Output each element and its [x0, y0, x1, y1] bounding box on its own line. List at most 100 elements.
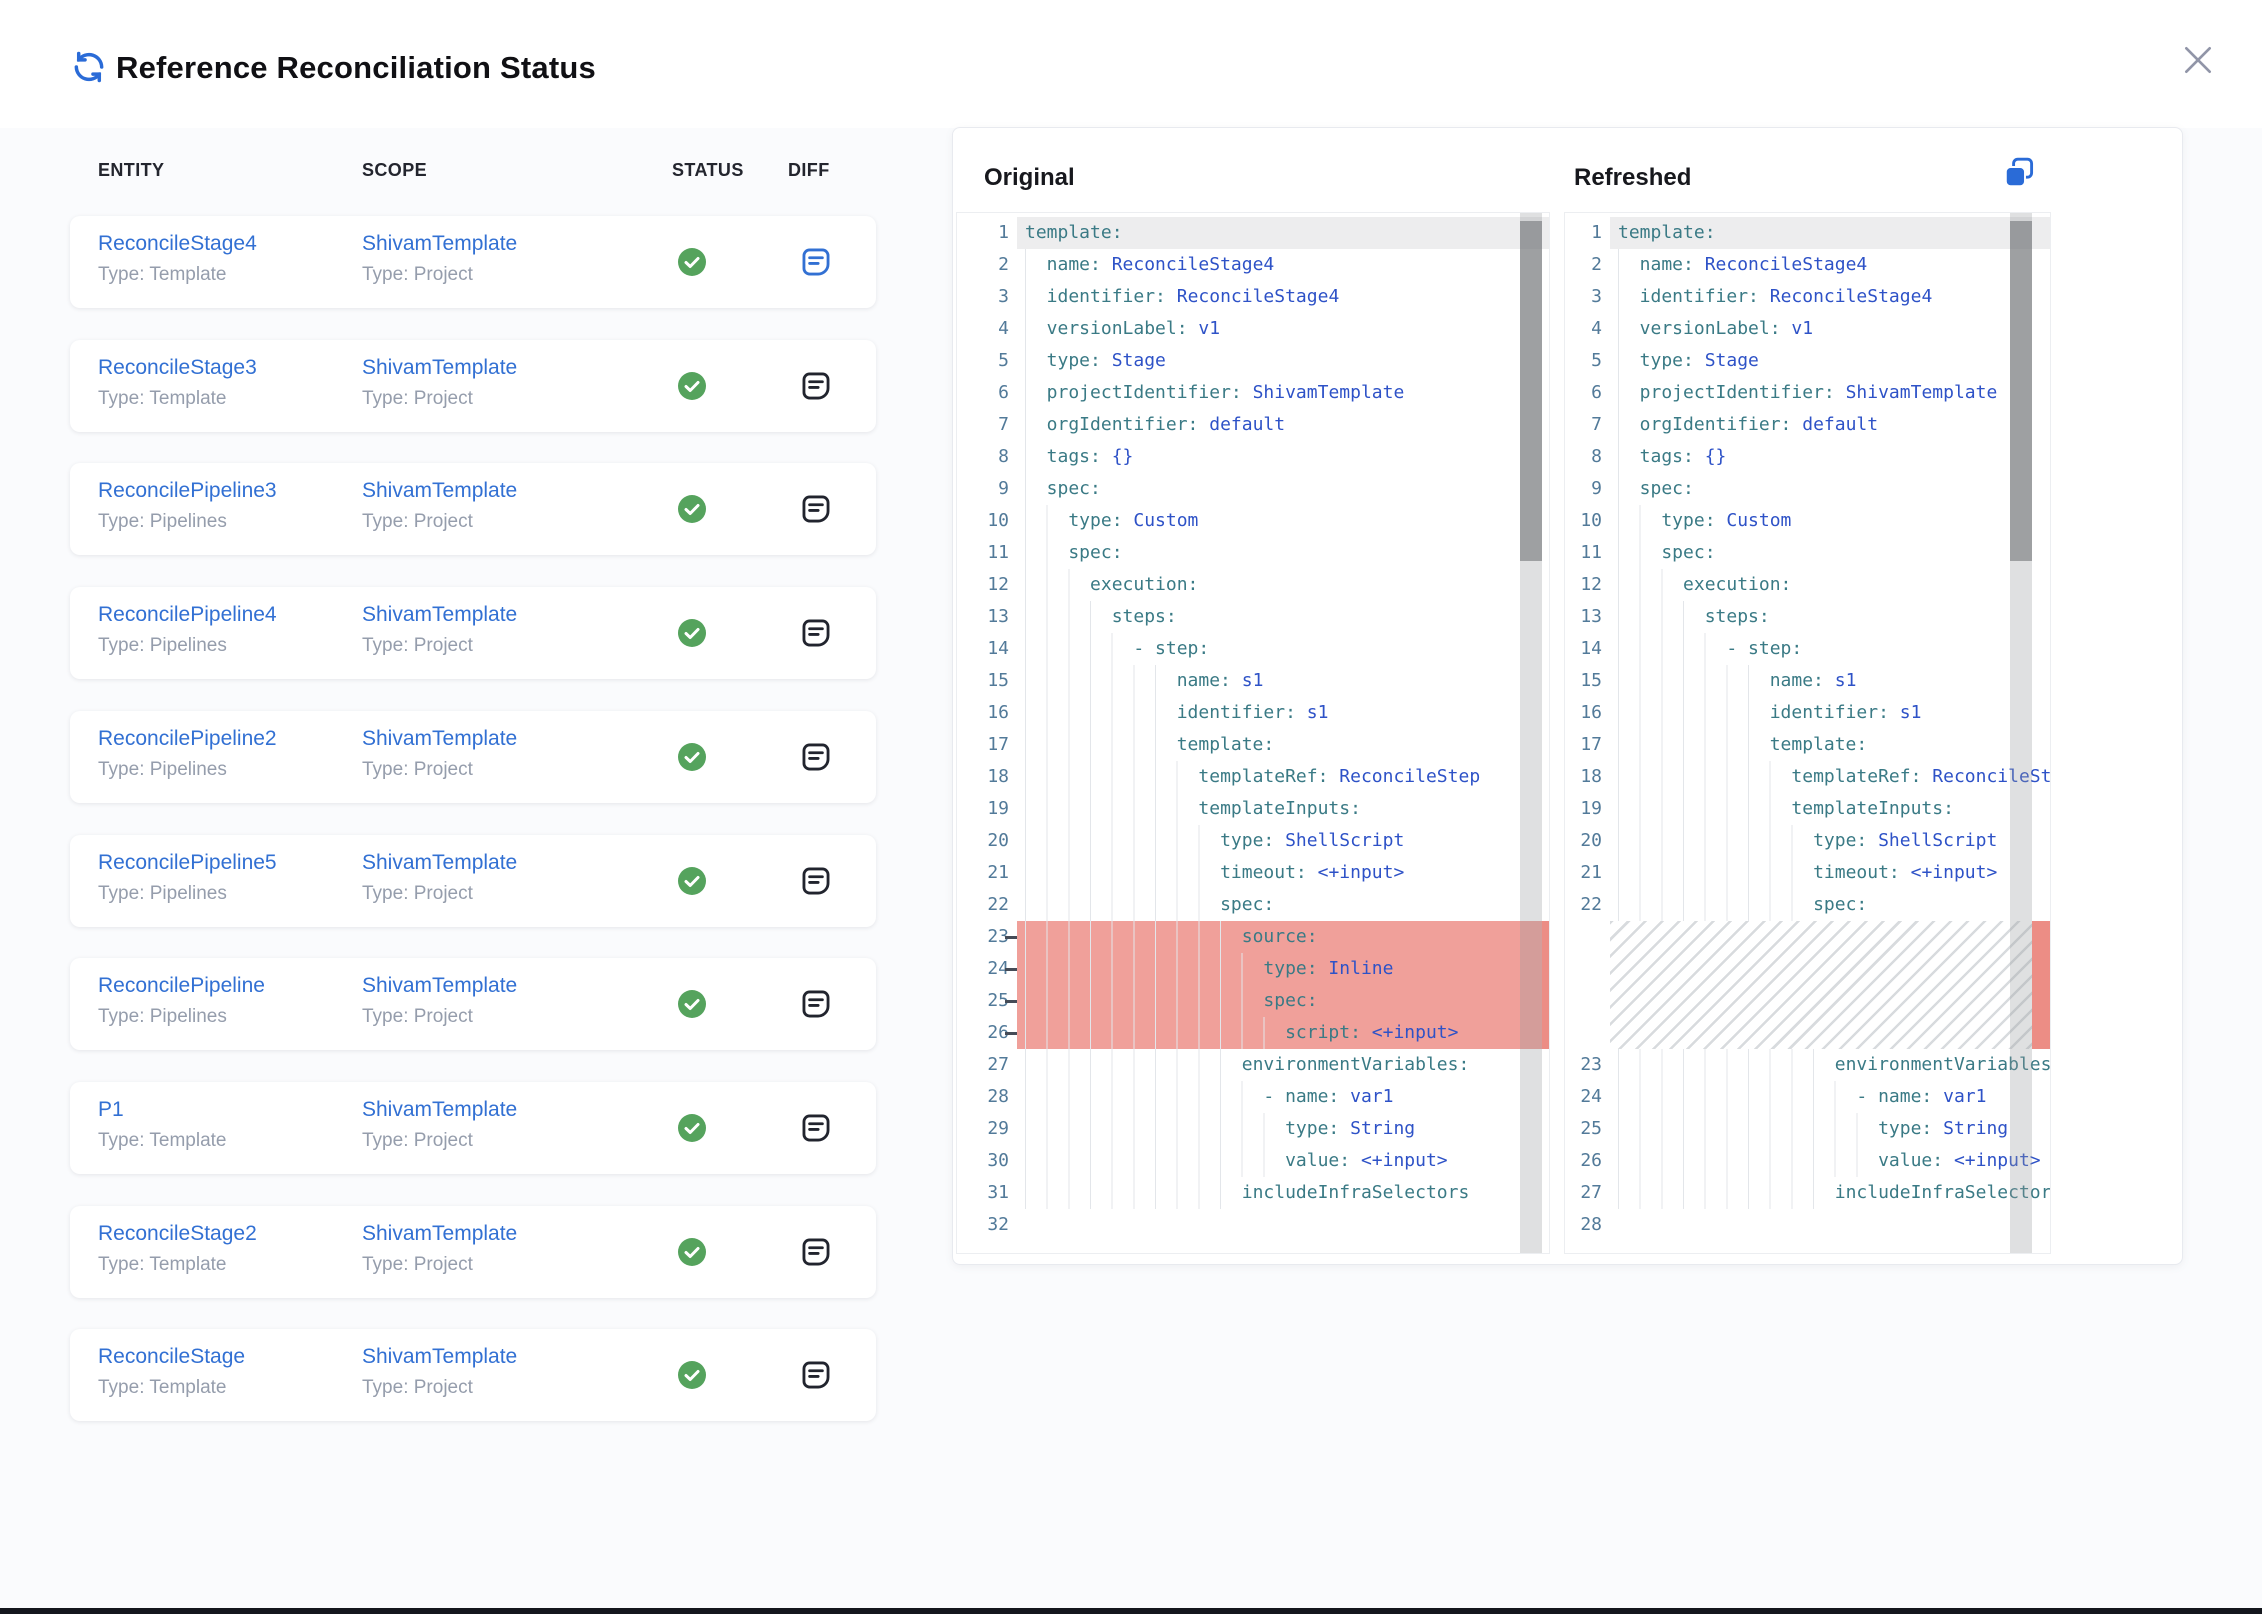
- entity-type-label: Type: Template: [98, 1254, 227, 1275]
- line-number: 9: [1565, 473, 1610, 505]
- code-content: template:: [1017, 217, 1549, 249]
- close-icon[interactable]: [2178, 40, 2218, 80]
- line-number: 22: [1565, 889, 1610, 921]
- diff-note-icon[interactable]: [799, 1235, 833, 1269]
- scope-link[interactable]: ShivamTemplate: [362, 1345, 518, 1368]
- entity-link[interactable]: ReconcilePipeline2: [98, 727, 277, 750]
- indent-guides: [1618, 793, 1781, 825]
- diff-note-icon[interactable]: [799, 864, 833, 898]
- indent-guides: [1025, 953, 1253, 985]
- line-number: 16: [957, 697, 1017, 729]
- line-number: 2: [1565, 249, 1610, 281]
- code-line: 24 type: Inline: [957, 953, 1549, 985]
- code-line: 28- name: var1: [957, 1081, 1549, 1113]
- code-line: 24- name: var1: [1565, 1081, 2050, 1113]
- indent-guides: [1025, 345, 1036, 377]
- refreshed-scrollbar-thumb[interactable]: [2010, 221, 2032, 561]
- diff-note-icon[interactable]: [799, 245, 833, 279]
- line-number: 5: [1565, 345, 1610, 377]
- line-number: 4: [1565, 313, 1610, 345]
- copy-icon[interactable]: [1999, 154, 2039, 194]
- diff-note-icon[interactable]: [799, 492, 833, 526]
- entity-type-label: Type: Pipelines: [98, 759, 227, 780]
- code-content: environmentVariables:: [1610, 1049, 2050, 1081]
- code-line: 13 steps:: [1565, 601, 2050, 633]
- indent-guides: [1618, 889, 1803, 921]
- refreshed-code-editor[interactable]: 1 template: 2 name: ReconcileStage4 3 identif…: [1564, 212, 2051, 1254]
- code-content: orgIdentifier: default: [1610, 409, 2050, 441]
- refreshed-panel-title: Refreshed: [1574, 164, 1692, 191]
- check-circle-icon: [677, 742, 707, 772]
- line-number: 19: [957, 793, 1017, 825]
- scope-link[interactable]: ShivamTemplate: [362, 603, 518, 626]
- line-number: 10: [1565, 505, 1610, 537]
- indent-guides: [1025, 697, 1166, 729]
- original-code-editor[interactable]: 1 template: 2 name: ReconcileStage4 3 identif…: [956, 212, 1550, 1254]
- collapsed-diff-hatch-block: [1565, 921, 2050, 1049]
- entity-link[interactable]: ReconcilePipeline3: [98, 479, 277, 502]
- code-line: 16 identifier: s1: [1565, 697, 2050, 729]
- line-number: 26: [1565, 1145, 1610, 1177]
- line-number: 19: [1565, 793, 1610, 825]
- entity-link[interactable]: ReconcilePipeline5: [98, 851, 277, 874]
- scope-type-label: Type: Project: [362, 883, 473, 904]
- code-content: spec:: [1610, 473, 2050, 505]
- code-line: 25 type: String: [1565, 1113, 2050, 1145]
- deleted-line-dash: [1005, 1032, 1017, 1035]
- code-content: type: Inline: [1017, 953, 1549, 985]
- line-number: 5: [957, 345, 1017, 377]
- code-content: [1017, 1209, 1549, 1241]
- code-content: execution:: [1017, 569, 1549, 601]
- line-number: 26: [957, 1017, 1017, 1049]
- original-scrollbar-thumb[interactable]: [1520, 221, 1542, 561]
- check-circle-icon: [677, 866, 707, 896]
- code-line: 28: [1565, 1209, 2050, 1241]
- entity-link[interactable]: ReconcilePipeline4: [98, 603, 277, 626]
- scope-link[interactable]: ShivamTemplate: [362, 1098, 518, 1121]
- indent-guides: [1025, 761, 1188, 793]
- scope-link[interactable]: ShivamTemplate: [362, 851, 518, 874]
- diff-note-icon[interactable]: [799, 616, 833, 650]
- indent-guides: [1618, 441, 1629, 473]
- check-circle-icon: [677, 247, 707, 277]
- scope-type-label: Type: Project: [362, 264, 473, 285]
- entity-type-label: Type: Pipelines: [98, 511, 227, 532]
- entity-link[interactable]: ReconcileStage2: [98, 1222, 257, 1245]
- scope-link[interactable]: ShivamTemplate: [362, 356, 518, 379]
- deleted-line-dash: [1005, 968, 1017, 971]
- column-header-status: STATUS: [672, 160, 744, 180]
- diff-note-icon[interactable]: [799, 369, 833, 403]
- scope-link[interactable]: ShivamTemplate: [362, 232, 518, 255]
- scope-link[interactable]: ShivamTemplate: [362, 479, 518, 502]
- indent-guides: [1618, 761, 1781, 793]
- indent-guides: [1618, 633, 1716, 665]
- diff-note-icon[interactable]: [799, 987, 833, 1021]
- diff-note-icon[interactable]: [799, 1111, 833, 1145]
- entity-link[interactable]: P1: [98, 1098, 124, 1121]
- scope-link[interactable]: ShivamTemplate: [362, 1222, 518, 1245]
- code-line: 17 template:: [1565, 729, 2050, 761]
- indent-guides: [1025, 921, 1231, 953]
- code-line: 23 environmentVariables:: [1565, 1049, 2050, 1081]
- entity-type-label: Type: Pipelines: [98, 635, 227, 656]
- code-line: 19 templateInputs:: [957, 793, 1549, 825]
- entity-link[interactable]: ReconcilePipeline: [98, 974, 265, 997]
- line-number: 11: [1565, 537, 1610, 569]
- line-number: 21: [1565, 857, 1610, 889]
- entity-link[interactable]: ReconcileStage4: [98, 232, 257, 255]
- entity-link[interactable]: ReconcileStage: [98, 1345, 246, 1368]
- entity-link[interactable]: ReconcileStage3: [98, 356, 257, 379]
- entity-type-label: Type: Template: [98, 388, 227, 409]
- diff-note-icon[interactable]: [799, 1358, 833, 1392]
- line-number: 27: [957, 1049, 1017, 1081]
- code-line: 4 versionLabel: v1: [957, 313, 1549, 345]
- entity-type-label: Type: Pipelines: [98, 1006, 227, 1027]
- scope-link[interactable]: ShivamTemplate: [362, 727, 518, 750]
- diff-note-icon[interactable]: [799, 740, 833, 774]
- code-line: 11 spec:: [957, 537, 1549, 569]
- indent-guides: [1618, 313, 1629, 345]
- scope-type-label: Type: Project: [362, 1006, 473, 1027]
- indent-guides: [1618, 857, 1803, 889]
- scope-link[interactable]: ShivamTemplate: [362, 974, 518, 997]
- code-content: spec:: [1610, 889, 2050, 921]
